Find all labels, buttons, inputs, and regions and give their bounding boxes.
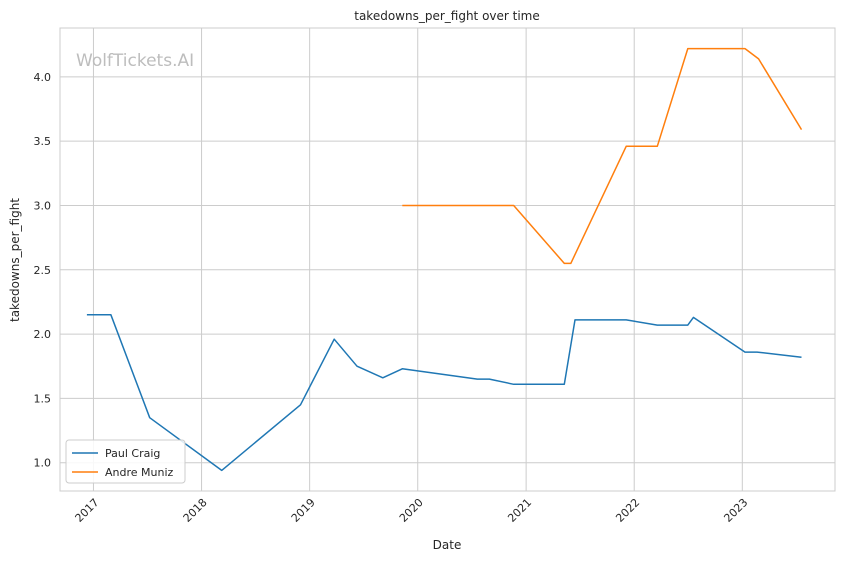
y-tick-label: 4.0 — [34, 71, 52, 84]
y-tick-label: 2.5 — [34, 264, 52, 277]
x-axis-label: Date — [433, 538, 462, 552]
y-tick-label: 3.0 — [34, 199, 52, 212]
y-tick-label: 1.0 — [34, 457, 52, 470]
legend-label-1: Paul Craig — [105, 447, 160, 460]
y-tick-label: 2.0 — [34, 328, 52, 341]
y-tick-label: 1.5 — [34, 392, 52, 405]
legend-label-2: Andre Muniz — [105, 466, 174, 479]
watermark: WolfTickets.AI — [76, 51, 194, 71]
series-line-2 — [402, 47, 803, 265]
series-line-1 — [86, 314, 802, 472]
grid-lines — [60, 28, 835, 491]
plot-area-frame — [59, 27, 836, 492]
y-tick-label: 3.5 — [34, 135, 52, 148]
y-axis-ticks: 1.0 1.5 2.0 2.5 3.0 3.5 4.0 — [34, 71, 52, 470]
legend: Paul Craig Andre Muniz — [65, 439, 186, 484]
series-layer — [86, 47, 803, 472]
chart-title: takedowns_per_fight over time — [354, 9, 540, 23]
y-axis-label: takedowns_per_fight — [8, 198, 22, 322]
